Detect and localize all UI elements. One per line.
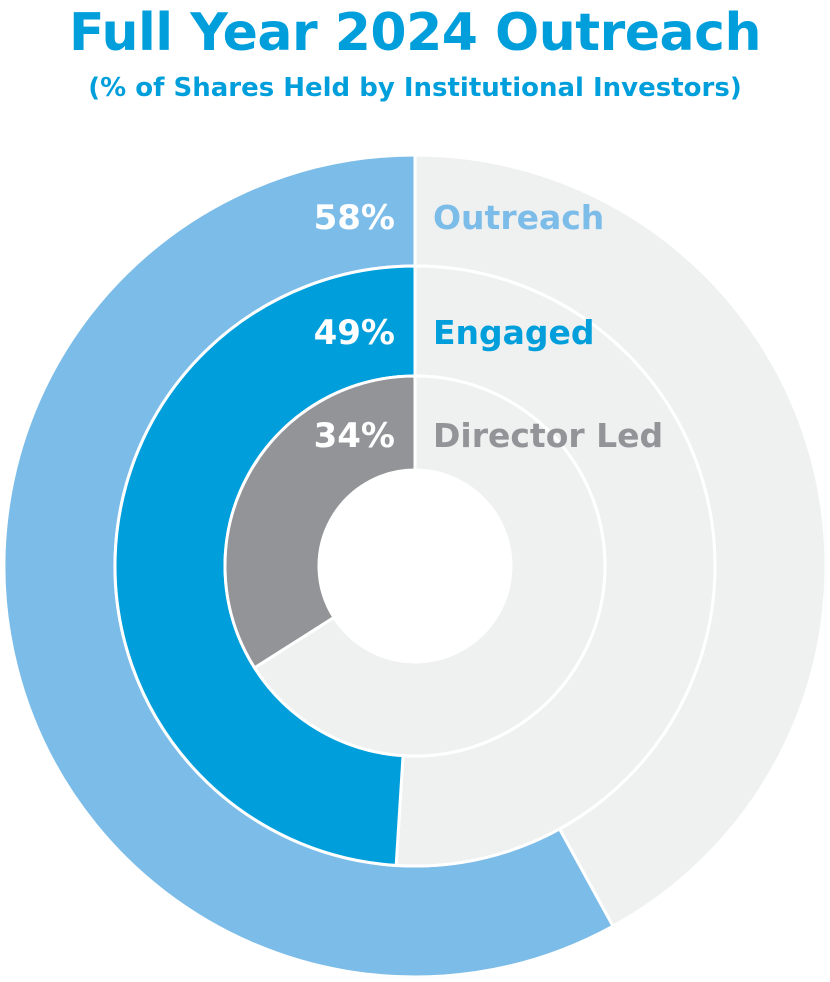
series-label-outreach: Outreach [433,198,604,237]
ring-remainder-director-led [252,374,607,758]
donut-labels: 58% Outreach 49% Engaged 34% Director Led [314,198,664,456]
series-label-director-led: Director Led [433,416,663,455]
series-label-engaged: Engaged [433,313,595,352]
data-label-outreach: 58% [314,198,395,238]
data-label-engaged: 49% [314,313,395,353]
chart-title: Full Year 2024 Outreach [69,3,761,63]
data-label-director-led: 34% [314,416,395,456]
ring-segment-director-led [223,374,417,670]
chart-subtitle: (% of Shares Held by Institutional Inves… [88,73,742,103]
donut-rings [2,153,828,979]
